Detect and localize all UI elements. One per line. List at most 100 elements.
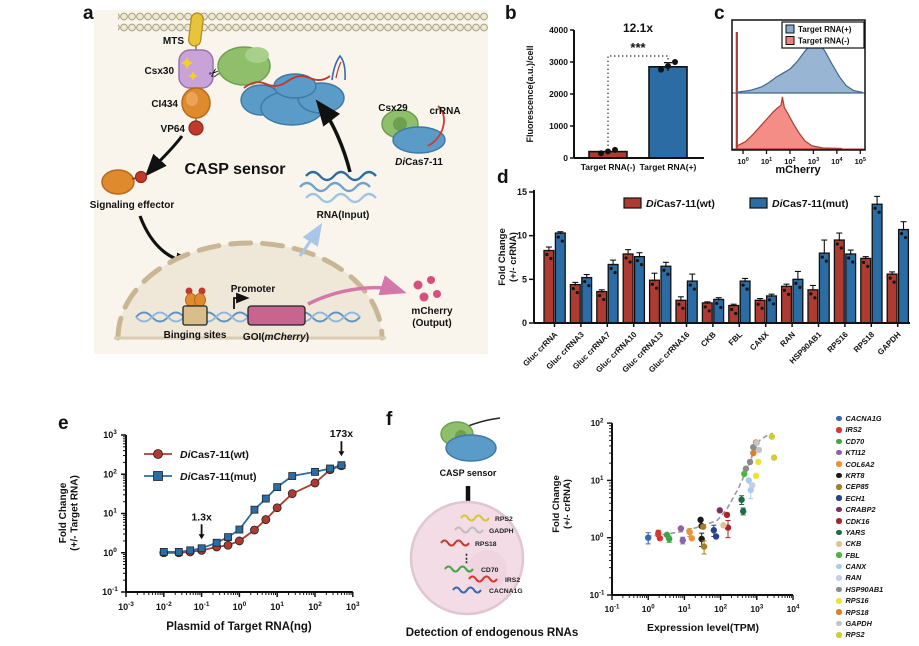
- legend-dot: [836, 541, 842, 547]
- panel-e-label: e: [58, 413, 69, 434]
- svg-text:103: 103: [750, 603, 763, 614]
- cell-membrane: [118, 12, 488, 34]
- legend-dot: [836, 598, 842, 604]
- legend-label: FBL: [845, 550, 860, 560]
- svg-text:173x: 173x: [330, 428, 354, 440]
- svg-text:Fold Change(+/- crRNA): Fold Change(+/- crRNA): [497, 228, 519, 286]
- svg-text:mCherry: mCherry: [775, 164, 821, 176]
- crrna-strand: [427, 105, 445, 147]
- legend-label: COL6A2: [845, 459, 875, 469]
- cell-rna-labels: RPS2 GADPH RPS18 ⋮ CD70 IRS2 CACNA1G: [461, 516, 523, 595]
- legend-dot: [836, 449, 842, 456]
- legend-label: GAPDH: [845, 619, 872, 629]
- svg-text:10-1: 10-1: [102, 586, 118, 597]
- rna-label: RPS18: [475, 541, 497, 548]
- svg-text:100: 100: [233, 601, 247, 612]
- legend-label: RAN: [845, 573, 862, 583]
- legend-dot: [836, 575, 842, 581]
- legend-dot: [836, 484, 842, 490]
- rna-wave: [468, 575, 498, 583]
- rna-label: CACNA1G: [489, 588, 523, 595]
- svg-text:10-2: 10-2: [156, 601, 172, 612]
- svg-text:RPS18: RPS18: [852, 330, 877, 355]
- svg-text:GAPDH: GAPDH: [876, 330, 903, 357]
- svg-text:Expression level(TPM): Expression level(TPM): [647, 622, 759, 634]
- signaling-effector-label: Signaling effector: [90, 200, 175, 211]
- rna-wave: [440, 539, 470, 547]
- svg-text:100: 100: [642, 603, 655, 614]
- rna-wave: [454, 526, 484, 534]
- svg-text:Fold Change(+/- crRNA): Fold Change(+/- crRNA): [551, 475, 573, 533]
- svg-text:10-3: 10-3: [118, 601, 134, 612]
- svg-text:***: ***: [630, 40, 646, 55]
- svg-text:103: 103: [103, 429, 117, 440]
- rna-input-label: RNA(Input): [317, 210, 370, 221]
- svg-text:102: 102: [308, 601, 322, 612]
- rna-wave: [452, 586, 482, 594]
- legend-dot: [836, 427, 842, 433]
- binding-sites-box: [182, 305, 208, 326]
- ci434-label: CI434: [151, 99, 178, 110]
- legend-item-ECH1: ECH1: [836, 494, 883, 503]
- output-label-1: mCherry: [411, 306, 453, 317]
- svg-text:104: 104: [787, 603, 800, 614]
- svg-text:10-1: 10-1: [605, 603, 621, 614]
- arrow-transcript-out: [298, 222, 323, 257]
- gene-legend: CACNA1G IRS2 CD70 KTI12 COL6A2 KRT8 CEP85 ECH1 C…: [836, 414, 883, 639]
- legend-item-FBL: FBL: [836, 551, 883, 560]
- promoter-arrow: [233, 292, 250, 309]
- arrow-rna-to-sensor: [315, 99, 352, 173]
- nuclear-envelope: [115, 240, 385, 341]
- sparkle-icon: [181, 57, 193, 69]
- legend-item-YARS: YARS: [836, 528, 883, 537]
- panel-c-chart: 100 101 102 103 104 105 mCherry Target RNA(+) Ta…: [731, 19, 866, 176]
- panel-b-label: b: [505, 3, 517, 24]
- legend-item-RAN: RAN: [836, 573, 883, 582]
- panel-a-label: a: [83, 3, 94, 24]
- svg-text:102: 102: [784, 157, 795, 166]
- legend-label: ECH1: [845, 493, 865, 503]
- legend-label: CDK16: [845, 516, 870, 526]
- transcription-factor: [185, 287, 206, 307]
- casp-sensor-caption: CASP sensor: [440, 468, 497, 478]
- cell-rna-waves: [440, 514, 498, 594]
- sparkle-icon: [188, 71, 198, 81]
- svg-text:104: 104: [831, 157, 842, 166]
- legend-dot: [836, 518, 842, 524]
- legend-item-CRABP2: CRABP2: [836, 505, 883, 514]
- panel-e-chart: 10-3 10-2 10-1 100 101 102 103 10-1 100 101 102 103…: [58, 428, 360, 633]
- legend-item-RPS18: RPS18: [836, 608, 883, 617]
- svg-text:1000: 1000: [549, 121, 568, 131]
- casp-sensor-cartoon: [440, 417, 501, 462]
- crrna-label: crRNA: [429, 106, 460, 117]
- legend-item-RPS16: RPS16: [836, 596, 883, 605]
- legend-dot: [836, 563, 842, 570]
- legend-item-CD70: CD70: [836, 437, 883, 446]
- mts-shape: [188, 12, 204, 47]
- svg-text:Target RNA(-): Target RNA(-): [581, 162, 636, 172]
- legend-label: RPS18: [845, 607, 869, 617]
- svg-text:DiCas7-11(wt): DiCas7-11(wt): [180, 449, 249, 461]
- membrane-sensor-complex: ✂: [178, 12, 226, 136]
- casp-sensor-title: CASP sensor: [184, 161, 285, 178]
- legend-item-KRT8: KRT8: [836, 471, 883, 480]
- svg-text:105: 105: [855, 157, 866, 166]
- svg-text:10-1: 10-1: [194, 601, 210, 612]
- svg-text:10: 10: [517, 231, 527, 241]
- legend-label: CRABP2: [845, 505, 876, 515]
- ellipsis: ⋮: [461, 553, 472, 565]
- legend-dot: [836, 506, 842, 513]
- legend-dot: [836, 438, 842, 445]
- free-dicas-complex: [381, 105, 446, 154]
- goi-label: GOI(mCherry): [243, 332, 309, 343]
- panel-b-chart: Fluorescence(a.u.)/cell 0 1000 2000 3000 4000…: [525, 21, 704, 172]
- binding-sites-label: Binging sites: [164, 330, 227, 341]
- legend-item-COL6A2: COL6A2: [836, 460, 883, 469]
- rna-label: IRS2: [505, 577, 520, 584]
- target-rna-strand: [243, 75, 331, 89]
- promoter-label: Promoter: [231, 284, 276, 295]
- svg-text:Target RNA(-): Target RNA(-): [798, 37, 850, 46]
- legend-label: IRS2: [845, 425, 862, 435]
- rna-label: CD70: [481, 567, 499, 574]
